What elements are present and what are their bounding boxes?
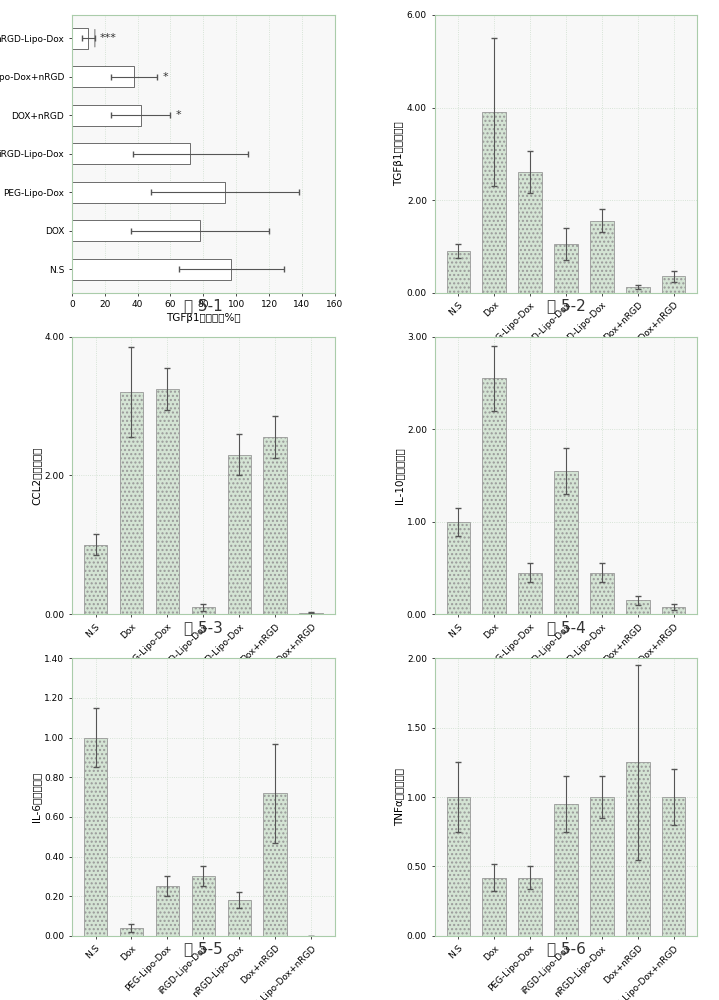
Bar [192, 607, 215, 614]
Bar [662, 797, 685, 936]
Text: *: * [162, 72, 168, 82]
Bar [482, 878, 506, 936]
Bar [554, 804, 577, 936]
Bar [72, 28, 88, 49]
Bar [120, 392, 143, 614]
Y-axis label: IL-10相对表达量: IL-10相对表达量 [394, 447, 404, 504]
Bar [72, 143, 190, 164]
Y-axis label: IL-6相对表达量: IL-6相对表达量 [32, 772, 42, 822]
Bar [482, 112, 506, 293]
Bar [72, 66, 134, 87]
Bar [626, 600, 649, 614]
Y-axis label: TGFβ1相对表达量: TGFβ1相对表达量 [394, 121, 404, 186]
Bar [626, 762, 649, 936]
Bar [72, 182, 224, 203]
Bar [72, 105, 141, 126]
Bar [446, 522, 470, 614]
Bar [192, 876, 215, 936]
Text: 图 5-3: 图 5-3 [184, 620, 223, 635]
Bar [263, 437, 287, 614]
Bar [662, 276, 685, 293]
Bar [72, 220, 200, 241]
Bar [263, 793, 287, 936]
Bar [72, 259, 232, 280]
Bar [626, 287, 649, 293]
Bar [156, 886, 179, 936]
Bar [446, 251, 470, 293]
Bar [446, 797, 470, 936]
Text: *: * [175, 110, 181, 120]
Bar [554, 471, 577, 614]
Bar [120, 928, 143, 936]
Bar [590, 797, 613, 936]
X-axis label: TGFβ1表达量（%）: TGFβ1表达量（%） [166, 313, 241, 323]
Bar [482, 378, 506, 614]
Bar [554, 244, 577, 293]
Bar [518, 172, 541, 293]
Text: 图 5-4: 图 5-4 [546, 620, 585, 635]
Bar [590, 221, 613, 293]
Bar [590, 573, 613, 614]
Bar [156, 389, 179, 614]
Text: 图 5-5: 图 5-5 [184, 942, 223, 957]
Bar [84, 545, 107, 614]
Bar [662, 607, 685, 614]
Bar [228, 455, 251, 614]
Bar [518, 878, 541, 936]
Text: 图 5-2: 图 5-2 [546, 298, 585, 313]
Text: ***: *** [100, 33, 116, 43]
Bar [299, 613, 323, 614]
Bar [84, 738, 107, 936]
Bar [228, 900, 251, 936]
Y-axis label: CCL2相对表达量: CCL2相对表达量 [32, 446, 42, 505]
Y-axis label: TNFα相对表达量: TNFα相对表达量 [394, 768, 404, 826]
Bar [518, 573, 541, 614]
Text: 图 5-1: 图 5-1 [184, 298, 223, 313]
Text: 图 5-6: 图 5-6 [546, 942, 585, 957]
